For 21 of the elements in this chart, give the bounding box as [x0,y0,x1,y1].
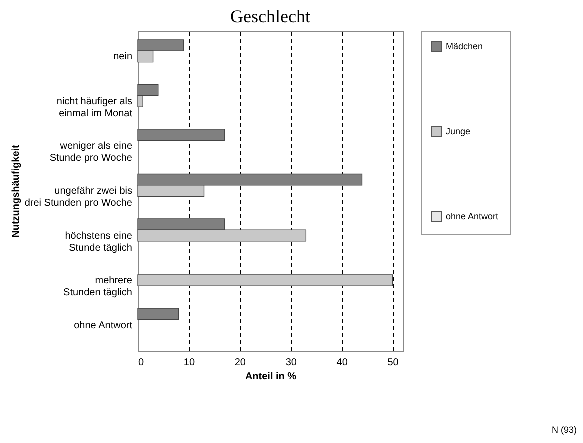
text: N (93) [552,425,577,435]
y-tick-label: ungefähr zwei bis drei Stunden pro Woche [24,186,133,209]
y-tick-label: nein [114,52,132,63]
y-tick-label: weniger als eine Stunde pro Woche [50,141,133,164]
x-axis-title: Anteil in % [245,372,297,382]
x-tick-label: 50 [388,358,400,368]
legend-label: ohne Antwort [446,212,500,222]
x-tick-label: 0 [138,358,144,368]
chart-title: Geschlecht [230,6,310,26]
y-tick-label: mehrere Stunden täglich [64,276,133,299]
bar [138,274,394,286]
x-tick-label: 20 [234,358,246,368]
y-tick-label: nicht häufiger als einmal im Monat [56,96,133,120]
y-tick-label: ohne Antwort [74,320,133,332]
y-axis-title: Nutzungshäufigkeit [10,144,22,238]
y-tick-label: höchstens eine Stunde täglich [65,230,133,254]
x-tick-label: 30 [286,358,298,368]
x-tick-label: 40 [336,358,348,368]
legend-label: Mädchen [446,42,484,52]
x-tick-label: 10 [184,358,196,368]
legend-label: Junge [446,126,471,136]
